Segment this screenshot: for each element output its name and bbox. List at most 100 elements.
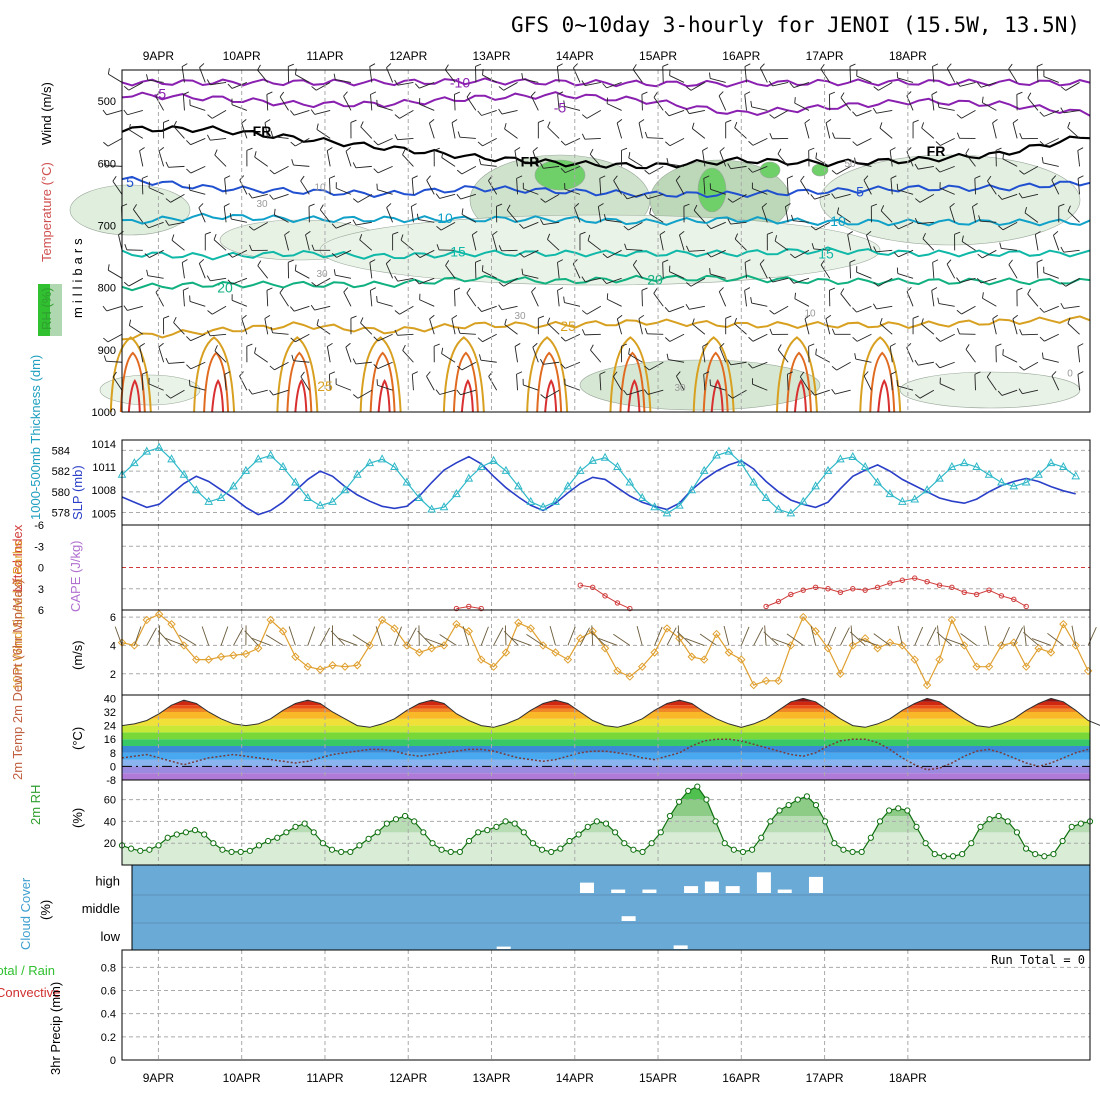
barb-flag	[769, 133, 773, 139]
barb	[692, 128, 706, 139]
barb-flag	[997, 194, 1003, 200]
barb-flag	[186, 168, 192, 174]
wind-speed-point	[972, 662, 981, 671]
barb-flag	[557, 287, 564, 291]
barb-flag	[1067, 205, 1071, 212]
barb	[777, 349, 789, 363]
barb	[501, 305, 518, 311]
barb-flag	[214, 149, 218, 156]
barb-flag	[613, 371, 618, 377]
barb	[273, 193, 289, 200]
precip-tick-0: 0.8	[101, 962, 116, 974]
barb-flag	[289, 110, 295, 116]
barb-flag	[825, 119, 832, 124]
barb-flag	[760, 63, 765, 69]
rh-point	[666, 812, 674, 820]
barb-flag	[889, 147, 896, 151]
barb-flag	[581, 114, 588, 119]
barb-flag	[188, 379, 191, 386]
rh-point	[639, 848, 646, 856]
barb-flag	[653, 92, 658, 98]
barb	[545, 389, 560, 399]
barb	[918, 165, 934, 170]
barb	[980, 82, 997, 88]
barb	[357, 389, 373, 399]
wind-barb	[960, 633, 977, 646]
cloud-ylabel-unit: (%)	[38, 900, 53, 920]
barb-flag	[744, 63, 751, 67]
barb	[264, 318, 269, 335]
barb-flag	[103, 355, 107, 362]
barb-flag	[692, 318, 695, 325]
iso-label-16: 30	[256, 199, 268, 210]
barb	[1036, 66, 1039, 83]
barb	[170, 389, 185, 399]
lifted-point	[763, 603, 769, 610]
barb-flag	[932, 259, 939, 263]
cloud-high-bar-6	[756, 872, 771, 893]
barb	[1008, 68, 1018, 83]
wind-barb	[503, 630, 519, 646]
barb-flag	[1027, 92, 1032, 99]
barb	[141, 374, 144, 391]
barb-flag	[498, 245, 502, 252]
barb-flag	[719, 342, 725, 348]
barb-flag	[829, 287, 836, 291]
barb-flag	[896, 71, 899, 79]
barb	[112, 376, 123, 391]
wind-barb	[753, 627, 764, 646]
barb-flag	[1039, 307, 1045, 313]
barb-flag	[831, 193, 836, 199]
wind-barb	[526, 633, 544, 646]
barb-flag	[761, 202, 767, 208]
barb	[632, 69, 643, 83]
barb	[501, 249, 518, 252]
barb	[589, 154, 602, 167]
slp-point	[699, 465, 709, 474]
rh-point	[657, 829, 664, 836]
barb	[418, 219, 435, 223]
barb	[906, 291, 914, 307]
barb	[369, 262, 373, 279]
wind-speed-point	[476, 655, 486, 664]
barb	[377, 137, 393, 146]
barb-flag	[163, 119, 170, 123]
barb-flag	[666, 353, 669, 360]
barb-flag	[664, 110, 670, 117]
barb-flag	[376, 295, 378, 303]
temp-line	[121, 697, 1100, 728]
barb	[316, 129, 331, 139]
precip-tick-3: 0.2	[101, 1032, 116, 1044]
barb-flag	[246, 147, 253, 151]
barb-flag	[370, 287, 376, 291]
slp-point	[340, 485, 350, 494]
slp-point	[365, 458, 375, 467]
barb-flag	[863, 371, 869, 377]
precip-tick-4: 0	[110, 1055, 116, 1067]
barb-flag	[158, 342, 164, 348]
barb-flag	[333, 73, 336, 80]
wind-barb	[233, 627, 244, 646]
barb-flag	[514, 343, 521, 347]
barb	[879, 323, 893, 335]
barb	[590, 349, 602, 363]
barb	[837, 213, 851, 223]
wind-barb	[945, 638, 965, 646]
precip-ylabel-conv: Convective	[0, 985, 60, 1000]
barb	[213, 239, 227, 251]
barb	[653, 293, 664, 307]
barb	[772, 277, 789, 283]
wind-barb	[319, 627, 331, 646]
barb	[734, 323, 747, 335]
barb	[616, 318, 623, 335]
barb	[410, 206, 414, 223]
rh-point	[931, 851, 938, 858]
hot-loop-6	[627, 379, 641, 413]
slp-point	[860, 461, 870, 471]
barb-flag	[329, 175, 336, 179]
barb	[961, 110, 976, 119]
barb-flag	[787, 175, 793, 179]
barb	[814, 193, 830, 200]
wind-barb	[307, 626, 316, 646]
barb-flag	[840, 92, 845, 98]
